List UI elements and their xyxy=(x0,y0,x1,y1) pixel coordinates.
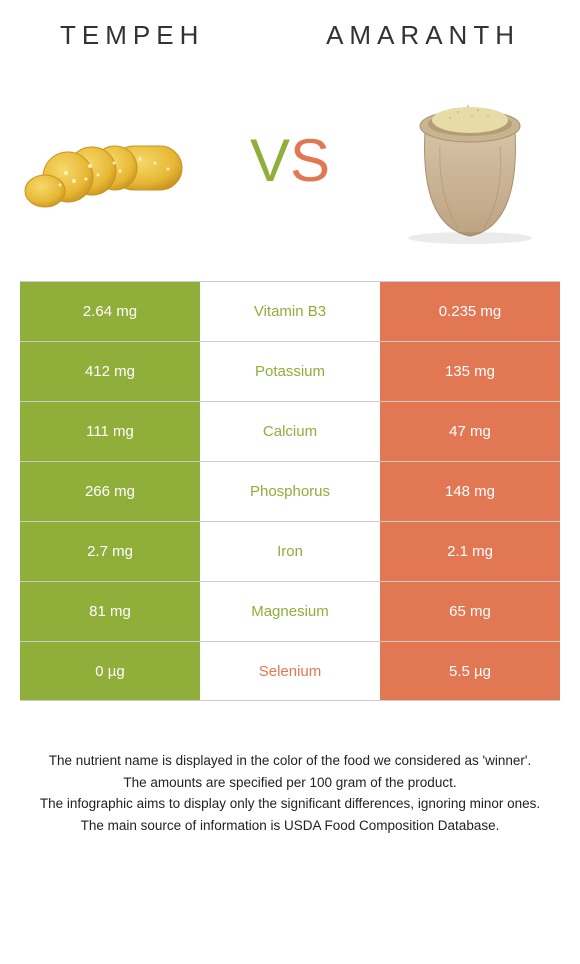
right-value: 148 mg xyxy=(380,462,560,521)
vs-s: S xyxy=(290,127,330,194)
left-value: 0 µg xyxy=(20,642,200,700)
image-row: VS xyxy=(0,61,580,281)
nutrient-name: Potassium xyxy=(200,342,380,401)
right-value: 0.235 mg xyxy=(380,282,560,341)
right-value: 47 mg xyxy=(380,402,560,461)
right-value: 135 mg xyxy=(380,342,560,401)
left-food-title: TEMPEH xyxy=(50,20,204,51)
left-value: 266 mg xyxy=(20,462,200,521)
nutrient-row: 0 µgSelenium5.5 µg xyxy=(20,641,560,701)
nutrient-row: 2.7 mgIron2.1 mg xyxy=(20,521,560,581)
left-value: 81 mg xyxy=(20,582,200,641)
nutrient-name: Magnesium xyxy=(200,582,380,641)
left-value: 2.7 mg xyxy=(20,522,200,581)
vs-label: VS xyxy=(250,131,330,191)
footnote-line: The nutrient name is displayed in the co… xyxy=(30,751,550,771)
vs-v: V xyxy=(250,127,290,194)
nutrient-row: 266 mgPhosphorus148 mg xyxy=(20,461,560,521)
right-food-title: AMARANTH xyxy=(326,20,530,51)
nutrient-name: Selenium xyxy=(200,642,380,700)
amaranth-illustration xyxy=(380,76,560,246)
footnote-line: The infographic aims to display only the… xyxy=(30,794,550,814)
nutrient-row: 111 mgCalcium47 mg xyxy=(20,401,560,461)
footnotes: The nutrient name is displayed in the co… xyxy=(30,751,550,835)
footnote-line: The amounts are specified per 100 gram o… xyxy=(30,773,550,793)
nutrient-row: 412 mgPotassium135 mg xyxy=(20,341,560,401)
right-value: 65 mg xyxy=(380,582,560,641)
nutrient-table: 2.64 mgVitamin B30.235 mg412 mgPotassium… xyxy=(20,281,560,701)
left-value: 2.64 mg xyxy=(20,282,200,341)
nutrient-row: 81 mgMagnesium65 mg xyxy=(20,581,560,641)
nutrient-name: Phosphorus xyxy=(200,462,380,521)
nutrient-row: 2.64 mgVitamin B30.235 mg xyxy=(20,281,560,341)
tempeh-illustration xyxy=(20,76,200,246)
left-value: 111 mg xyxy=(20,402,200,461)
header-row: TEMPEH AMARANTH xyxy=(0,0,580,61)
footnote-line: The main source of information is USDA F… xyxy=(30,816,550,836)
nutrient-name: Iron xyxy=(200,522,380,581)
left-value: 412 mg xyxy=(20,342,200,401)
right-value: 5.5 µg xyxy=(380,642,560,700)
nutrient-name: Vitamin B3 xyxy=(200,282,380,341)
right-value: 2.1 mg xyxy=(380,522,560,581)
nutrient-name: Calcium xyxy=(200,402,380,461)
